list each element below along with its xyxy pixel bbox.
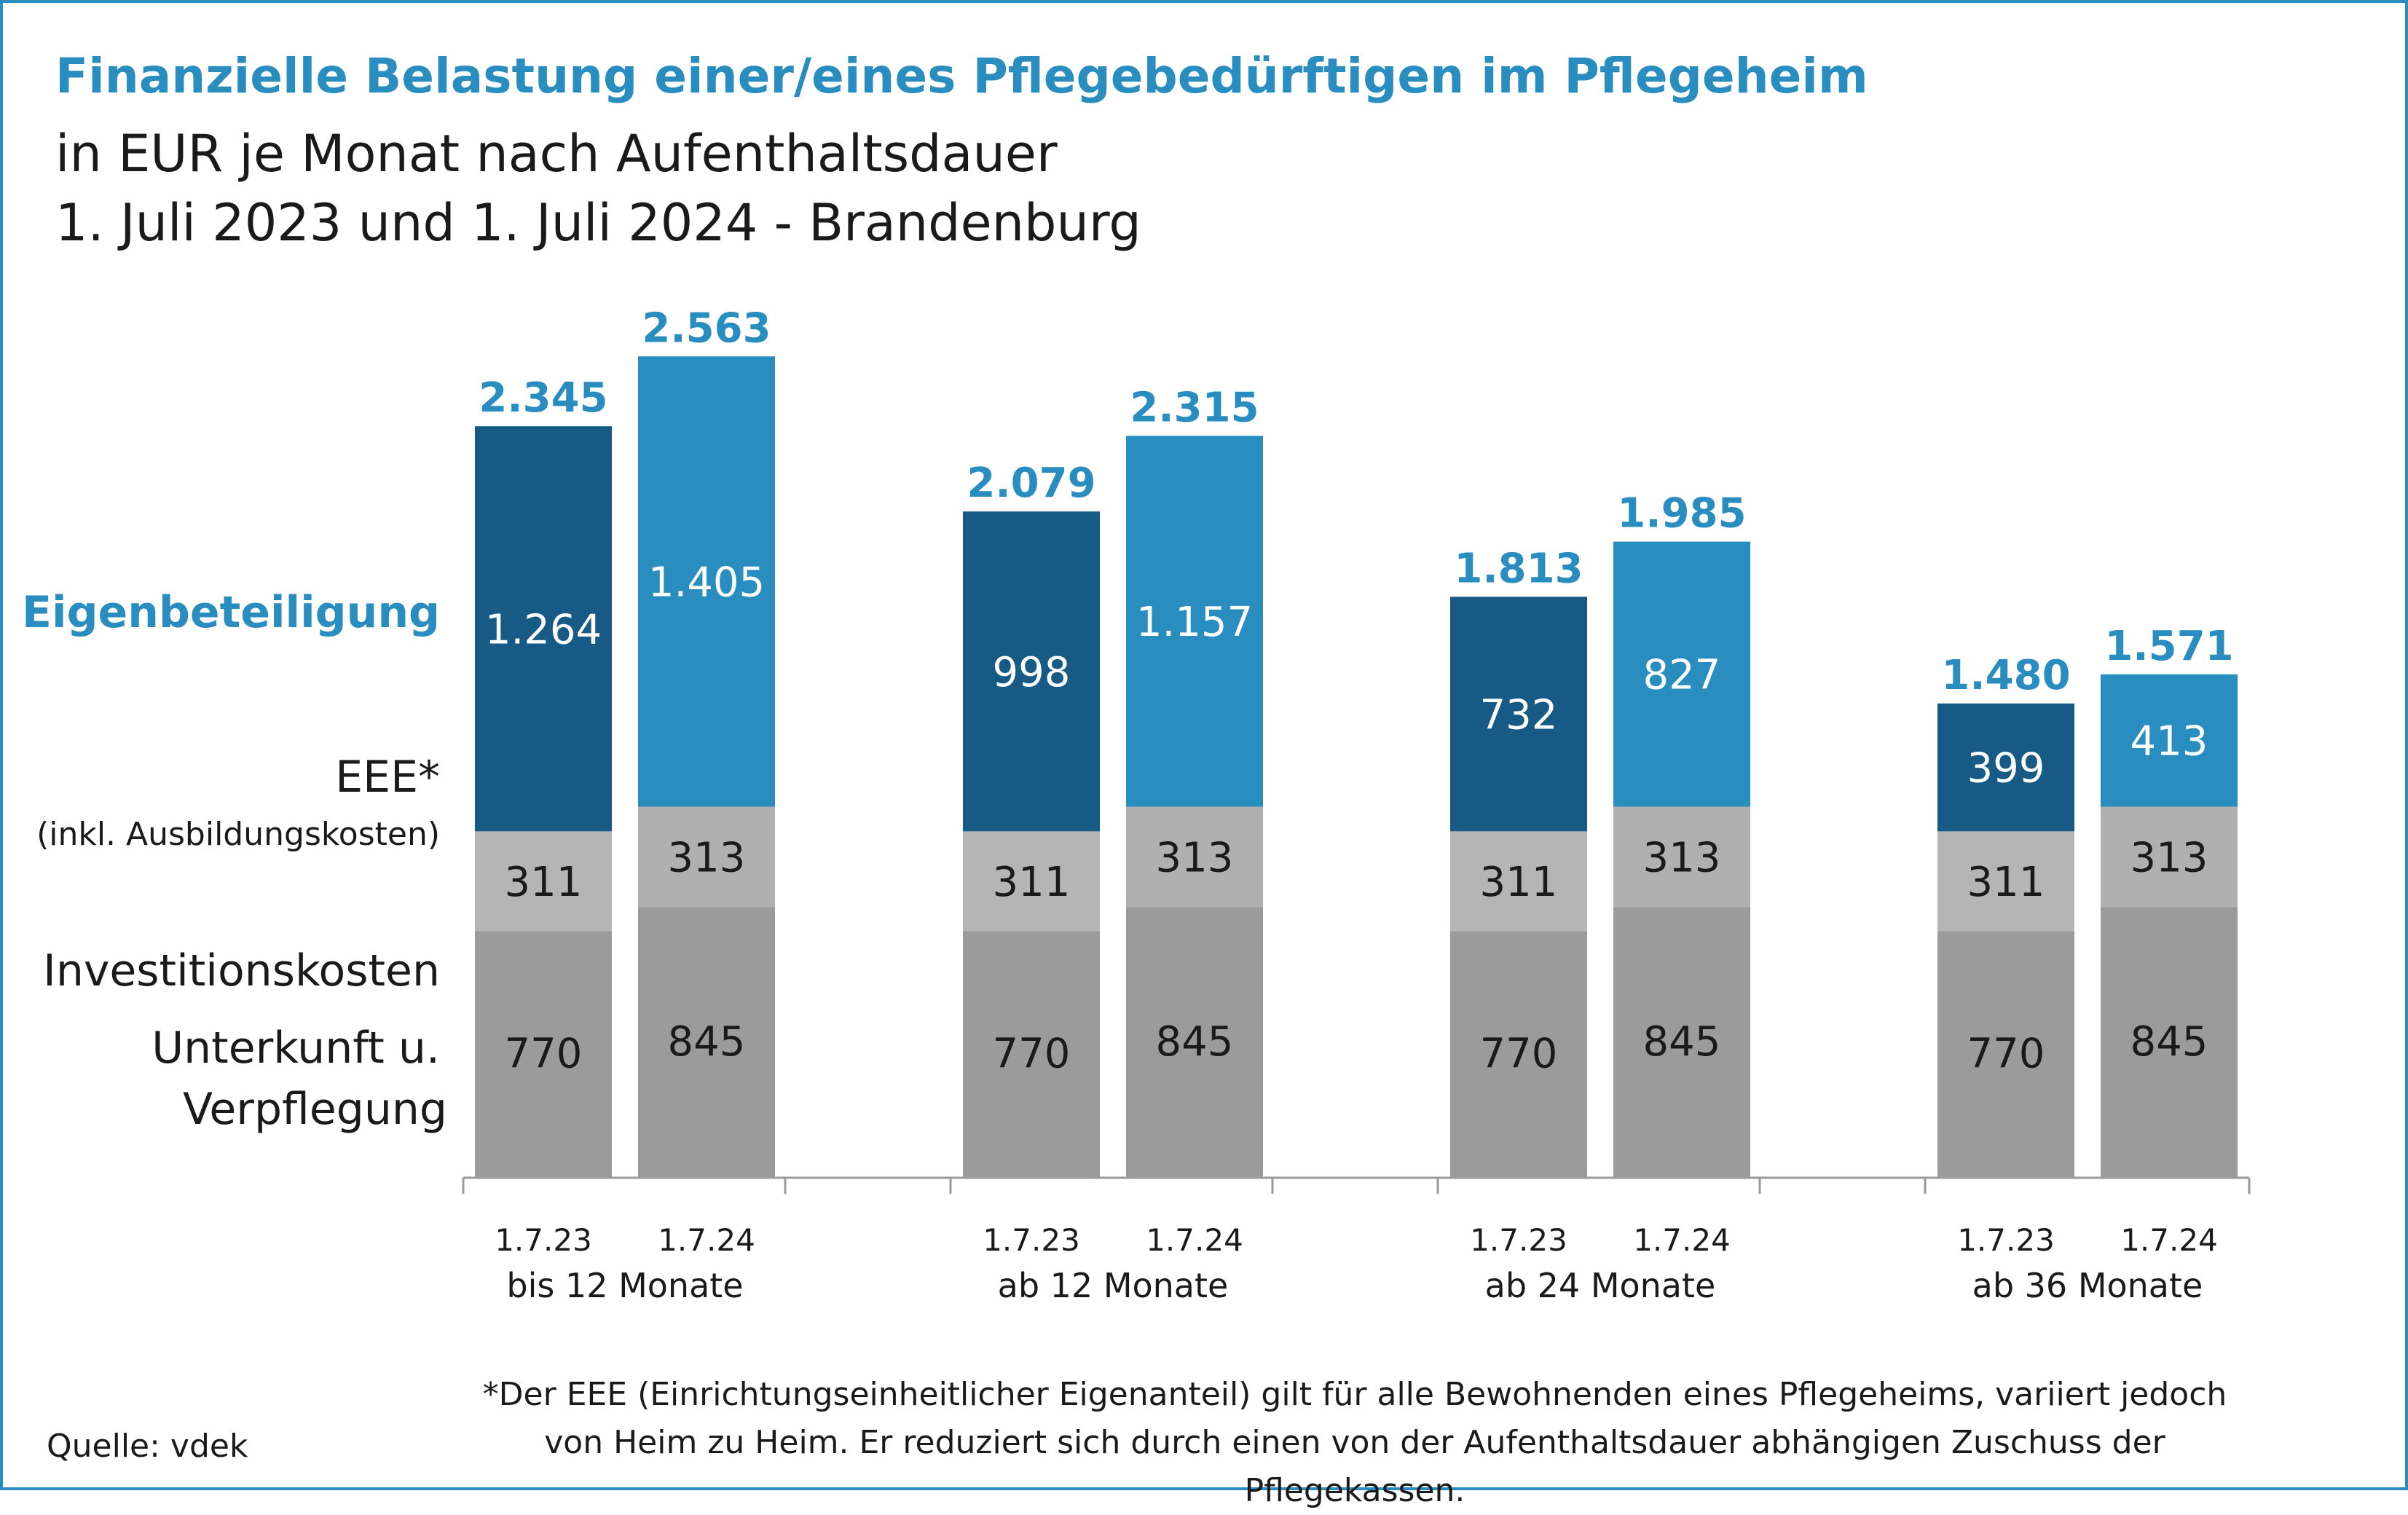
label-unterkunft-line1: Unterkunft u. <box>152 1023 440 1074</box>
x-tick-label: 1.7.23 <box>1957 1222 2055 1258</box>
data-label-unterkunft: 845 <box>2130 1018 2208 1066</box>
chart-title: Finanzielle Belastung einer/eines Pflege… <box>55 48 1868 104</box>
bar-segment-eee <box>2101 674 2238 807</box>
bar-segment-unterkunft <box>1126 907 1263 1178</box>
data-label-eee: 1.405 <box>648 559 765 606</box>
data-label-total: 1.985 <box>1617 490 1746 538</box>
data-label-total: 2.079 <box>967 460 1095 507</box>
x-group-label: ab 36 Monate <box>1972 1266 2203 1305</box>
x-tick-label: 1.7.23 <box>1470 1222 1567 1258</box>
label-investitionskosten: Investitionskosten <box>43 945 440 996</box>
bar-segment-unterkunft <box>638 907 775 1178</box>
data-label-investitionskosten: 313 <box>668 834 746 881</box>
label-unterkunft-line2: Verpflegung <box>183 1084 447 1135</box>
bar-segment-unterkunft <box>2101 907 2238 1178</box>
data-label-investitionskosten: 313 <box>1156 834 1234 881</box>
bar-segment-eee <box>963 511 1100 832</box>
bar-segment-investitionskosten <box>2101 806 2238 908</box>
bar-segment-investitionskosten <box>963 831 1100 932</box>
label-eee-note: (inkl. Ausbildungskosten) <box>36 816 440 853</box>
bar-segment-unterkunft <box>1937 931 2074 1178</box>
x-group-label: ab 24 Monate <box>1485 1266 1716 1305</box>
bar-segment-eee <box>1937 703 2074 832</box>
x-group-label: bis 12 Monate <box>506 1266 743 1305</box>
data-label-eee: 1.157 <box>1136 599 1253 646</box>
x-tick-label: 1.7.24 <box>1146 1222 1243 1258</box>
x-tick-label: 1.7.23 <box>983 1222 1080 1258</box>
data-label-investitionskosten: 311 <box>993 859 1071 906</box>
label-eigenbeteiligung: Eigenbeteiligung <box>22 587 440 638</box>
bar-segment-eee <box>1450 597 1587 832</box>
data-label-unterkunft: 845 <box>1156 1018 1234 1066</box>
bar-segment-investitionskosten <box>1937 831 2074 932</box>
data-label-eee: 998 <box>993 649 1071 696</box>
data-label-eee: 399 <box>1967 745 2045 792</box>
data-label-investitionskosten: 311 <box>1967 859 2045 906</box>
bar-segment-eee <box>1126 436 1263 807</box>
bar-segment-investitionskosten <box>1126 806 1263 908</box>
bar-segment-investitionskosten <box>1613 806 1750 908</box>
bar-segment-eee <box>638 356 775 807</box>
data-label-total: 1.571 <box>2104 623 2233 670</box>
source: Quelle: vdek <box>47 1428 248 1465</box>
data-label-investitionskosten: 311 <box>1480 859 1558 906</box>
data-label-unterkunft: 770 <box>1967 1031 2045 1078</box>
label-eee: EEE* <box>335 752 440 803</box>
bar-segment-investitionskosten <box>638 806 775 908</box>
bar-segment-eee <box>1613 541 1750 807</box>
bar-segment-unterkunft <box>963 931 1100 1178</box>
data-label-total: 2.563 <box>642 304 771 352</box>
x-group-label: ab 12 Monate <box>998 1266 1229 1305</box>
data-label-eee: 1.264 <box>485 606 602 653</box>
data-label-unterkunft: 845 <box>668 1018 746 1066</box>
data-label-total: 1.813 <box>1454 545 1583 592</box>
x-tick-label: 1.7.23 <box>495 1222 592 1258</box>
data-label-total: 1.480 <box>1941 652 2070 699</box>
bar-segment-investitionskosten <box>475 831 612 932</box>
data-label-unterkunft: 770 <box>1480 1031 1558 1078</box>
data-label-eee: 413 <box>2130 718 2208 766</box>
data-label-eee: 827 <box>1643 652 1721 699</box>
bar-segment-eee <box>475 426 612 832</box>
bar-segment-investitionskosten <box>1450 831 1587 932</box>
x-tick-label: 1.7.24 <box>1633 1222 1731 1258</box>
footnote: *Der EEE (Einrichtungseinheitlicher Eige… <box>482 1376 2227 1509</box>
data-label-eee: 732 <box>1480 691 1558 739</box>
bar-segment-unterkunft <box>1450 931 1587 1178</box>
data-label-unterkunft: 770 <box>993 1031 1071 1078</box>
bar-segment-unterkunft <box>475 931 612 1178</box>
data-label-unterkunft: 770 <box>505 1031 583 1078</box>
data-label-investitionskosten: 313 <box>1643 834 1721 881</box>
bar-segment-unterkunft <box>1613 907 1750 1178</box>
data-label-total: 2.315 <box>1130 384 1259 431</box>
x-tick-label: 1.7.24 <box>658 1222 755 1258</box>
data-label-unterkunft: 845 <box>1643 1018 1721 1066</box>
data-label-total: 2.345 <box>479 374 607 422</box>
chart-subtitle-unit: in EUR je Monat nach Aufenthaltsdauer <box>55 124 1058 184</box>
x-tick-label: 1.7.24 <box>2120 1222 2218 1258</box>
data-label-investitionskosten: 311 <box>505 859 583 906</box>
chart-subtitle-date: 1. Juli 2023 und 1. Juli 2024 - Brandenb… <box>55 193 1141 253</box>
data-label-investitionskosten: 313 <box>2130 834 2208 881</box>
